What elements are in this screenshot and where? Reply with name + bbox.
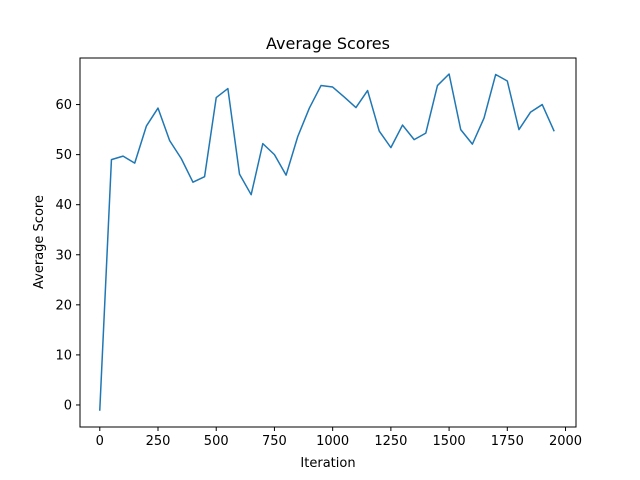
x-axis: 0 250 500 750 1000 1250 1500 1750 2000 <box>96 427 582 449</box>
x-tick-label: 1750 <box>491 434 524 449</box>
x-tick-label: 1500 <box>433 434 466 449</box>
y-tick-label: 10 <box>55 348 72 363</box>
y-tick-label: 20 <box>55 298 72 313</box>
y-tick-label: 50 <box>55 148 72 163</box>
x-tick-label: 500 <box>204 434 229 449</box>
y-tick-label: 0 <box>64 398 72 413</box>
x-tick-label: 1250 <box>374 434 407 449</box>
x-axis-label: Iteration <box>300 456 355 471</box>
series-line <box>99 73 555 411</box>
axes-frame <box>79 57 577 428</box>
y-tick-label: 30 <box>55 248 72 263</box>
x-tick-label: 0 <box>96 434 104 449</box>
series-layer <box>99 73 555 411</box>
y-axis: 0 10 20 30 40 50 60 <box>55 98 80 413</box>
y-tick-label: 40 <box>55 198 72 213</box>
y-tick-label: 60 <box>55 98 72 113</box>
x-tick-label: 1000 <box>316 434 349 449</box>
x-tick-label: 2000 <box>549 434 582 449</box>
x-tick-label: 750 <box>262 434 287 449</box>
chart-title: Average Scores <box>266 34 390 53</box>
y-axis-label: Average Score <box>32 195 47 289</box>
x-tick-label: 250 <box>146 434 171 449</box>
